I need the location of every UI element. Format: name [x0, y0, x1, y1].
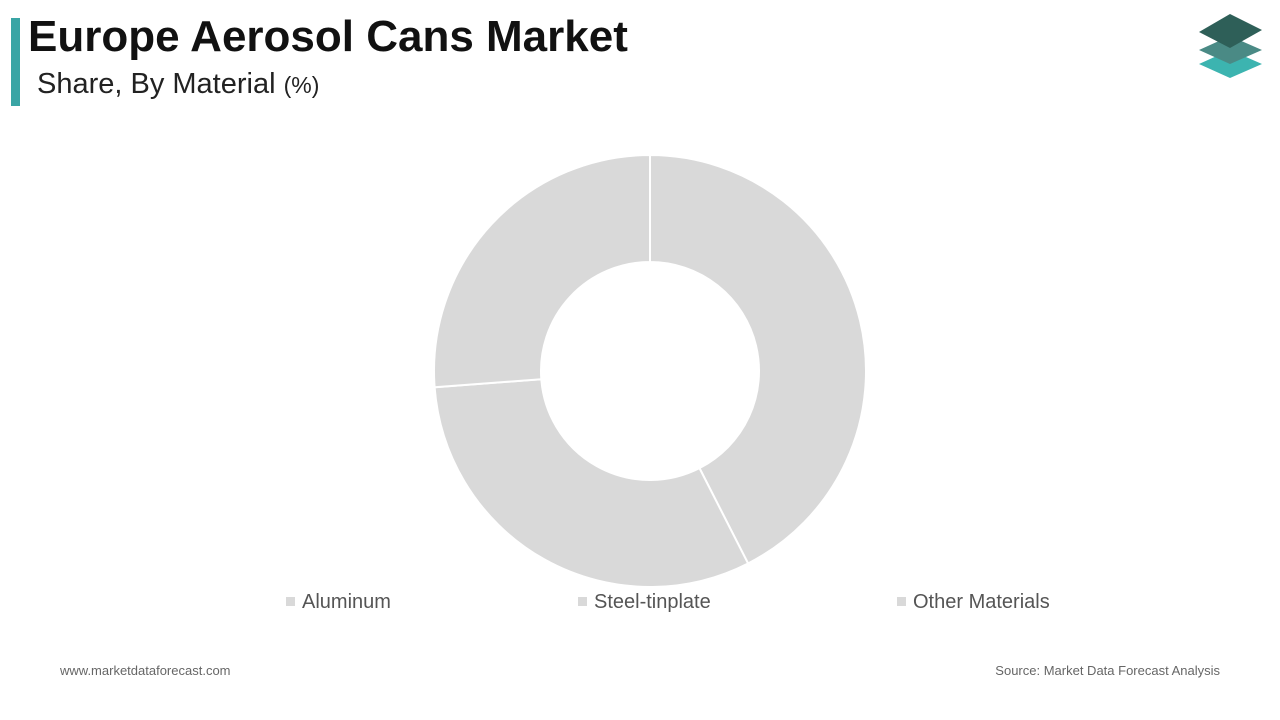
- chart-title: Europe Aerosol Cans Market: [28, 12, 628, 61]
- footer-website: www.marketdataforecast.com: [59, 663, 231, 678]
- footer-source: Source: Market Data Forecast Analysis: [995, 663, 1220, 678]
- subtitle-text: Share, By Material: [37, 68, 276, 100]
- chart-subtitle: Share, By Material (%): [37, 68, 319, 100]
- legend-label: Other Materials: [913, 591, 1050, 613]
- legend-label: Aluminum: [302, 591, 391, 613]
- logo: [1199, 14, 1262, 78]
- legend-label: Steel-tinplate: [594, 591, 711, 613]
- legend-marker: [897, 597, 906, 606]
- title-accent: [11, 18, 20, 106]
- donut-slice: [649, 153, 867, 565]
- donut-slice: [433, 378, 750, 588]
- donut-slice: [433, 153, 651, 389]
- unit-text: (%): [284, 72, 320, 98]
- legend-marker: [578, 597, 587, 606]
- legend-marker: [286, 597, 295, 606]
